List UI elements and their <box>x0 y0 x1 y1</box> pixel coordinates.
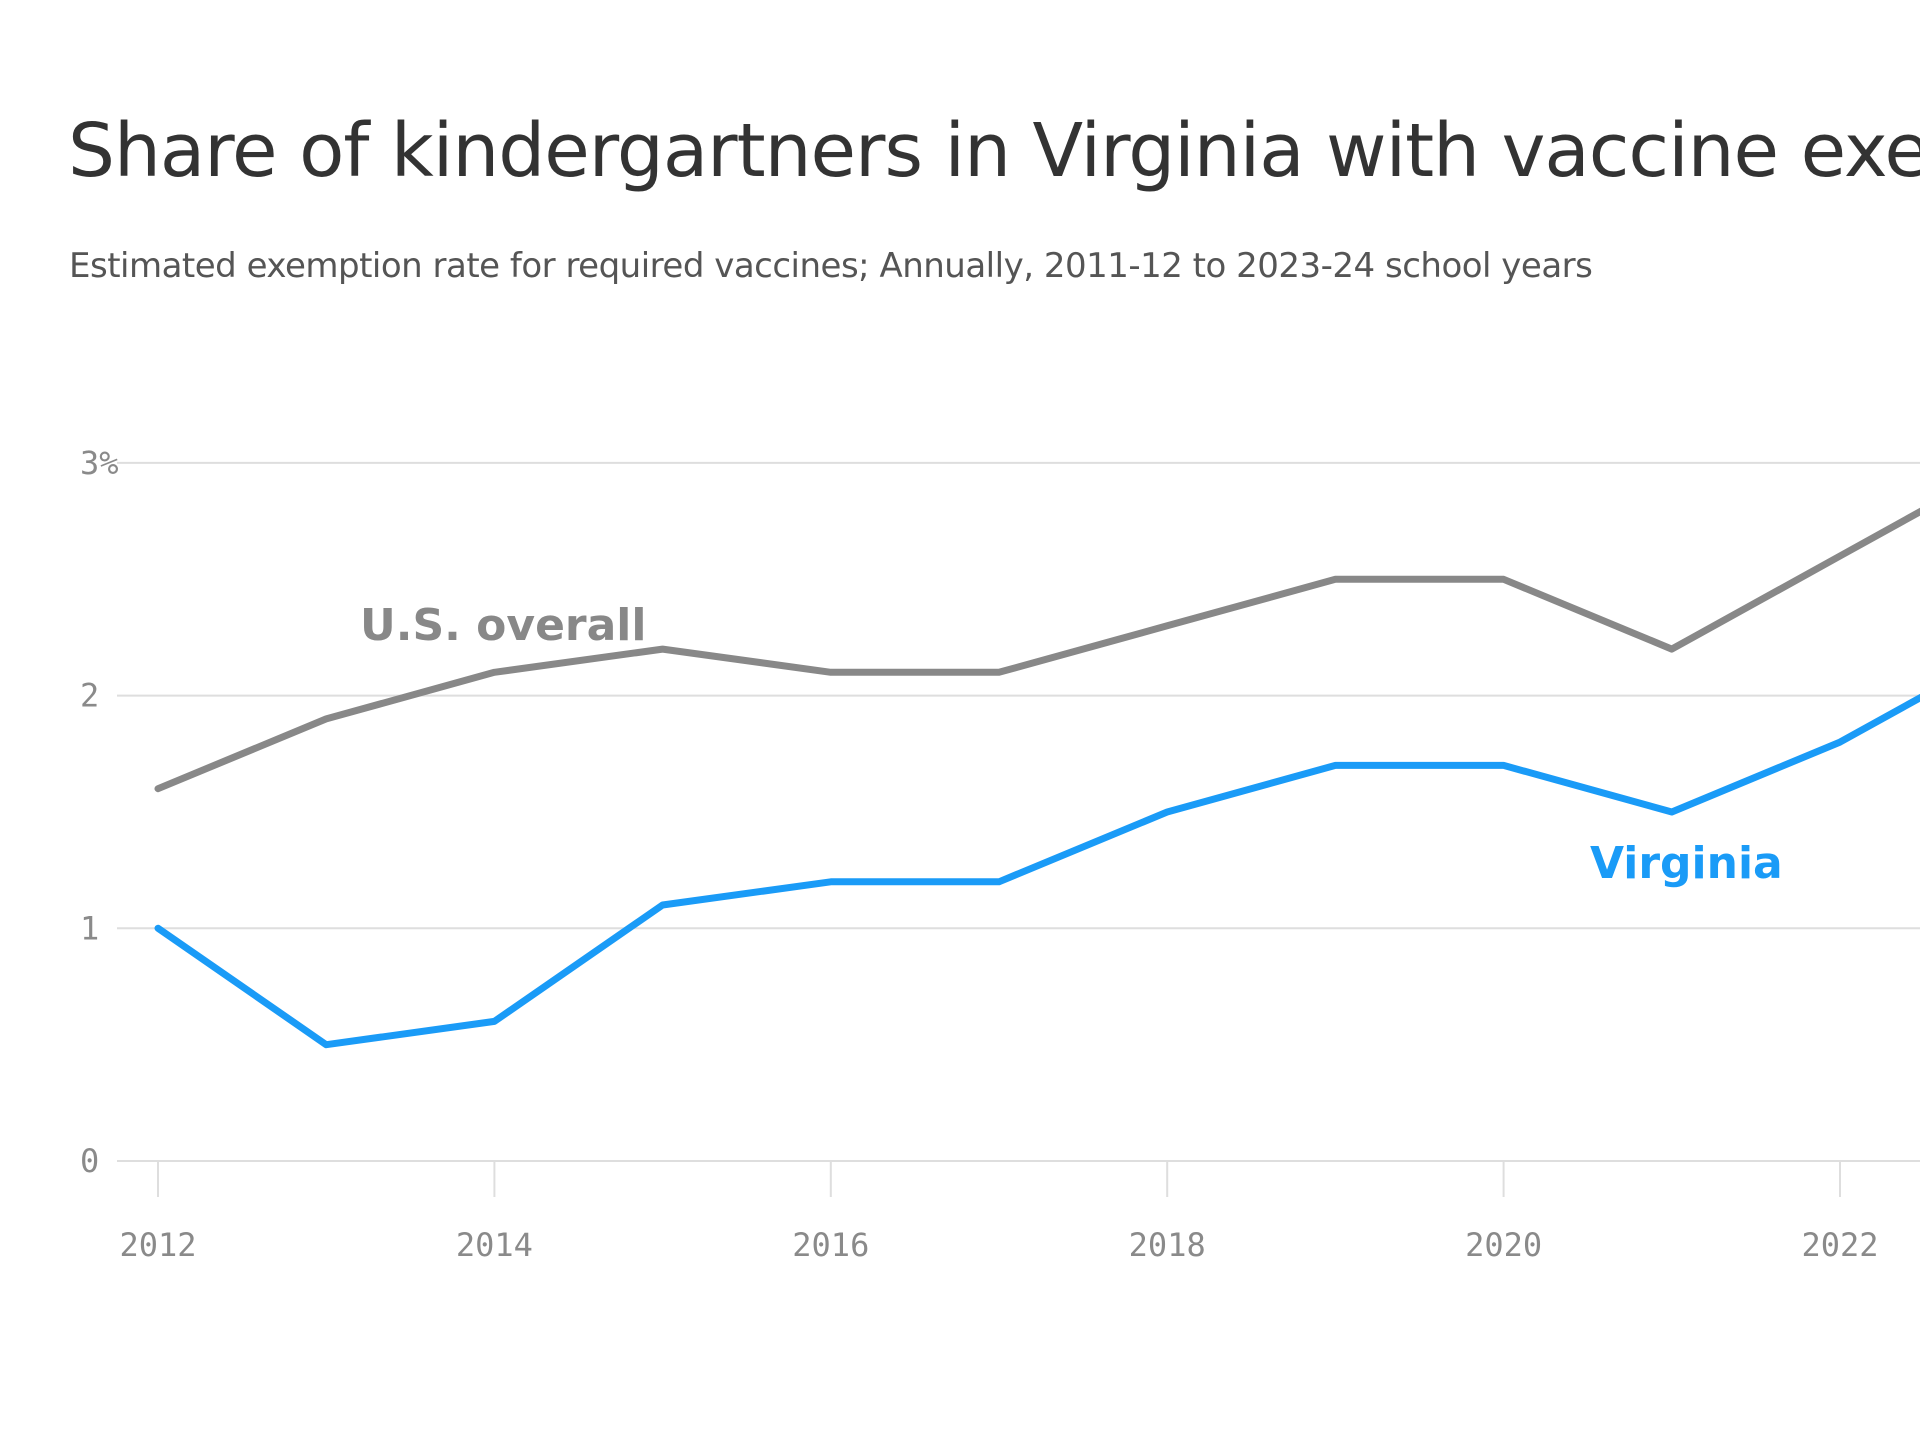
y-tick-label: 3% <box>80 444 119 482</box>
chart-title: Share of kindergartners in Virginia with… <box>68 108 1920 194</box>
x-tick-label: 2016 <box>792 1226 869 1264</box>
series-lines <box>154 507 1920 1049</box>
chart-subtitle: Estimated exemption rate for required va… <box>69 246 1593 286</box>
series-line-u-s-overall <box>154 507 1920 793</box>
x-axis-ticks <box>157 1161 1841 1197</box>
series-labels: U.S. overall Virginia <box>360 600 1783 889</box>
y-tick-label: 0 <box>80 1142 99 1180</box>
y-tick-label: 1 <box>80 909 99 947</box>
x-axis-labels: 2012 2014 2016 2018 2020 2022 <box>119 1226 1878 1264</box>
x-tick-label: 2018 <box>1129 1226 1206 1264</box>
series-label-u-s-overall: U.S. overall <box>360 600 646 651</box>
series-line-virginia <box>154 693 1920 1049</box>
x-tick-label: 2014 <box>456 1226 533 1264</box>
series-label-virginia: Virginia <box>1590 838 1783 889</box>
gridlines <box>117 461 1920 1162</box>
x-tick-label: 2020 <box>1465 1226 1542 1264</box>
x-tick-label: 2022 <box>1801 1226 1878 1264</box>
x-tick-label: 2012 <box>119 1226 196 1264</box>
y-tick-label: 2 <box>80 677 99 715</box>
y-axis-labels: 0 1 2 3% <box>80 444 119 1180</box>
